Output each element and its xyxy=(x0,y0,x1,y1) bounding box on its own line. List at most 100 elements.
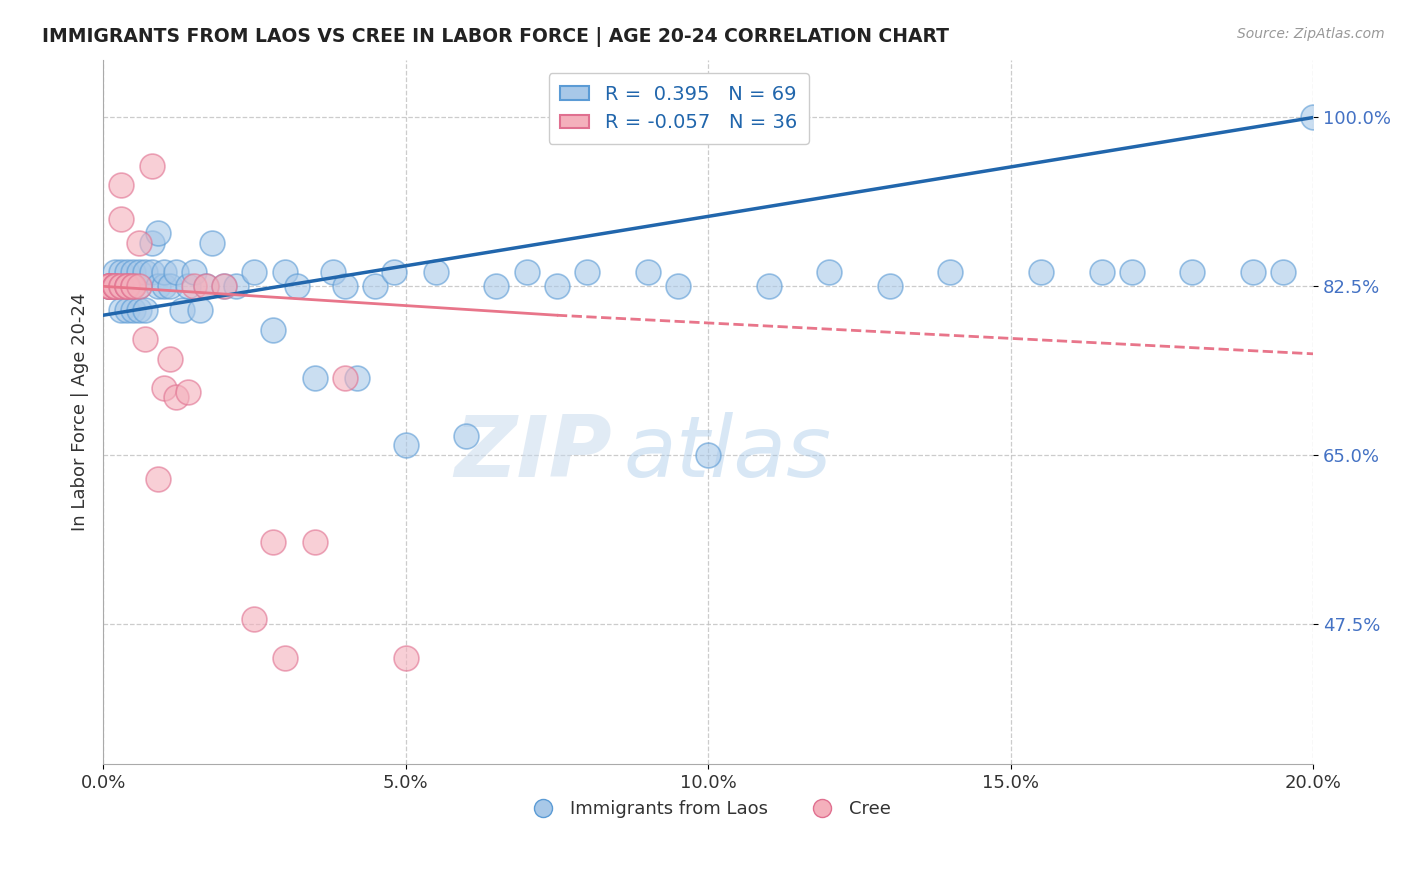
Point xyxy=(364,279,387,293)
Point xyxy=(110,279,132,293)
Point xyxy=(146,472,169,486)
Point xyxy=(939,265,962,279)
Point xyxy=(195,279,218,293)
Point xyxy=(110,303,132,318)
Point xyxy=(1181,265,1204,279)
Point xyxy=(273,265,295,279)
Point xyxy=(141,235,163,250)
Point xyxy=(141,265,163,279)
Point xyxy=(697,448,720,462)
Point xyxy=(128,303,150,318)
Point xyxy=(152,279,174,293)
Point xyxy=(104,265,127,279)
Point xyxy=(1029,265,1052,279)
Point xyxy=(188,303,211,318)
Point xyxy=(637,265,659,279)
Point xyxy=(128,265,150,279)
Point xyxy=(212,279,235,293)
Point xyxy=(104,279,127,293)
Point xyxy=(304,535,326,549)
Point xyxy=(183,279,205,293)
Point xyxy=(110,279,132,293)
Point xyxy=(110,279,132,293)
Text: Source: ZipAtlas.com: Source: ZipAtlas.com xyxy=(1237,27,1385,41)
Point xyxy=(98,279,121,293)
Point xyxy=(159,279,181,293)
Point xyxy=(98,279,121,293)
Point xyxy=(576,265,599,279)
Point xyxy=(165,390,187,404)
Point xyxy=(456,429,478,443)
Point xyxy=(395,650,418,665)
Point xyxy=(98,279,121,293)
Point xyxy=(146,279,169,293)
Point xyxy=(262,535,284,549)
Point xyxy=(666,279,689,293)
Point xyxy=(98,279,121,293)
Point xyxy=(110,178,132,192)
Point xyxy=(98,279,121,293)
Point xyxy=(141,159,163,173)
Point xyxy=(183,265,205,279)
Point xyxy=(117,279,139,293)
Point xyxy=(212,279,235,293)
Point xyxy=(425,265,447,279)
Text: IMMIGRANTS FROM LAOS VS CREE IN LABOR FORCE | AGE 20-24 CORRELATION CHART: IMMIGRANTS FROM LAOS VS CREE IN LABOR FO… xyxy=(42,27,949,46)
Point xyxy=(117,279,139,293)
Point xyxy=(818,265,841,279)
Point xyxy=(516,265,538,279)
Point xyxy=(104,279,127,293)
Point xyxy=(98,279,121,293)
Point xyxy=(1302,111,1324,125)
Point xyxy=(546,279,568,293)
Point xyxy=(333,279,356,293)
Point xyxy=(117,279,139,293)
Point xyxy=(110,279,132,293)
Point xyxy=(485,279,508,293)
Point xyxy=(98,279,121,293)
Point xyxy=(134,265,156,279)
Point xyxy=(122,303,145,318)
Point xyxy=(758,279,780,293)
Point xyxy=(110,265,132,279)
Point xyxy=(225,279,247,293)
Point xyxy=(122,265,145,279)
Point xyxy=(165,265,187,279)
Point xyxy=(128,235,150,250)
Point xyxy=(104,279,127,293)
Point xyxy=(243,612,266,626)
Point xyxy=(122,279,145,293)
Point xyxy=(262,323,284,337)
Point xyxy=(177,279,200,293)
Text: ZIP: ZIP xyxy=(454,412,612,495)
Point xyxy=(346,371,368,385)
Point xyxy=(128,279,150,293)
Point xyxy=(177,385,200,400)
Point xyxy=(104,279,127,293)
Point xyxy=(117,265,139,279)
Point xyxy=(134,332,156,346)
Point xyxy=(146,226,169,240)
Point xyxy=(1272,265,1295,279)
Point xyxy=(201,235,224,250)
Point xyxy=(122,279,145,293)
Point xyxy=(152,381,174,395)
Point xyxy=(134,303,156,318)
Point xyxy=(98,279,121,293)
Point xyxy=(152,265,174,279)
Point xyxy=(382,265,405,279)
Y-axis label: In Labor Force | Age 20-24: In Labor Force | Age 20-24 xyxy=(72,293,89,531)
Point xyxy=(1090,265,1112,279)
Point xyxy=(195,279,218,293)
Point xyxy=(273,650,295,665)
Point xyxy=(110,211,132,226)
Point xyxy=(243,265,266,279)
Point xyxy=(322,265,344,279)
Point xyxy=(117,279,139,293)
Point xyxy=(1241,265,1264,279)
Point xyxy=(879,279,901,293)
Point xyxy=(1121,265,1143,279)
Point xyxy=(395,438,418,452)
Point xyxy=(333,371,356,385)
Point xyxy=(128,279,150,293)
